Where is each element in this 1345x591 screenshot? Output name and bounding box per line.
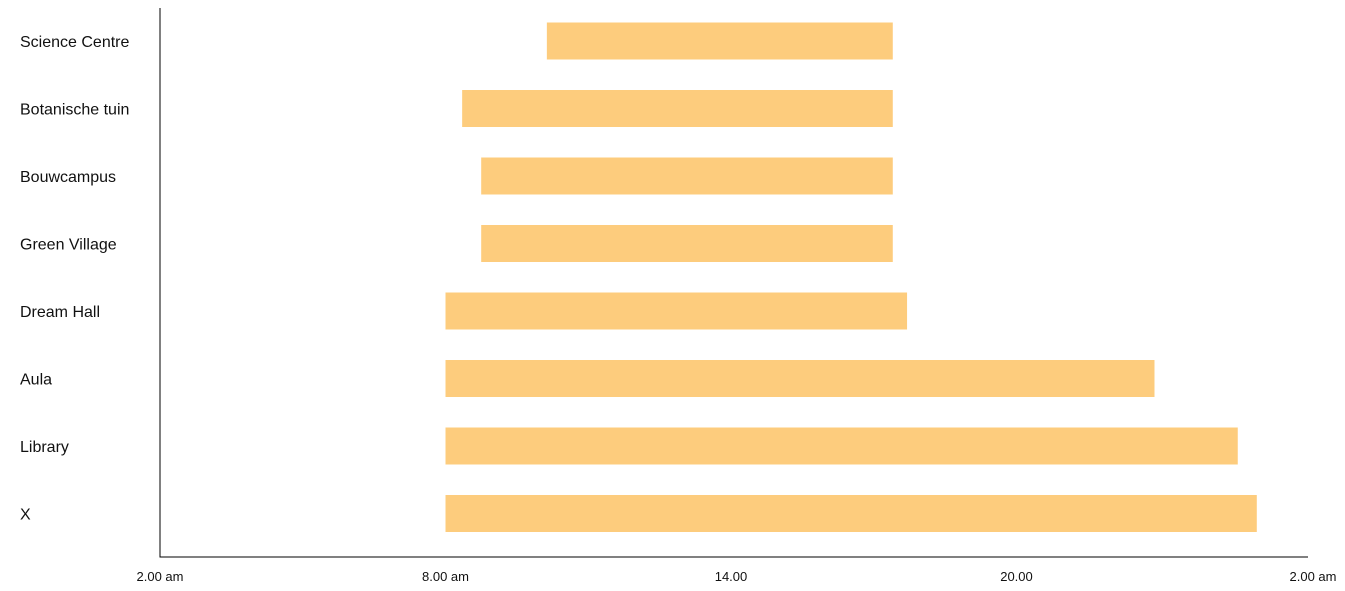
category-label-botanische-tuin: Botanische tuin — [20, 102, 129, 119]
x-tick-label: 20.00 — [1000, 569, 1033, 584]
bar-x — [445, 495, 1257, 532]
x-tick-labels-group: 2.00 am 8.00 am 14.00 20.00 2.00 am — [137, 569, 1337, 584]
category-label-x: X — [20, 507, 31, 524]
bar-library — [445, 427, 1238, 465]
category-label-science-centre: Science Centre — [20, 34, 129, 51]
category-label-dream-hall: Dream Hall — [20, 304, 100, 321]
bar-science-centre — [546, 22, 893, 60]
category-label-bouwcampus: Bouwcampus — [20, 169, 116, 186]
x-tick-label: 2.00 am — [1290, 569, 1337, 584]
axes-group — [159, 8, 1308, 558]
x-tick-label: 14.00 — [715, 569, 748, 584]
category-labels-group: Science Centre Botanische tuin Bouwcampus G… — [20, 34, 129, 524]
x-tick-label: 8.00 am — [422, 569, 469, 584]
bar-green-village — [481, 225, 893, 262]
bar-dream-hall — [445, 292, 908, 330]
category-label-library: Library — [20, 439, 69, 456]
bars-group — [445, 22, 1257, 532]
bar-botanische-tuin — [462, 90, 893, 127]
bar-bouwcampus — [481, 157, 893, 195]
bar-aula — [445, 360, 1155, 397]
category-label-green-village: Green Village — [20, 237, 117, 254]
category-label-aula: Aula — [20, 372, 52, 389]
x-tick-label: 2.00 am — [137, 569, 184, 584]
